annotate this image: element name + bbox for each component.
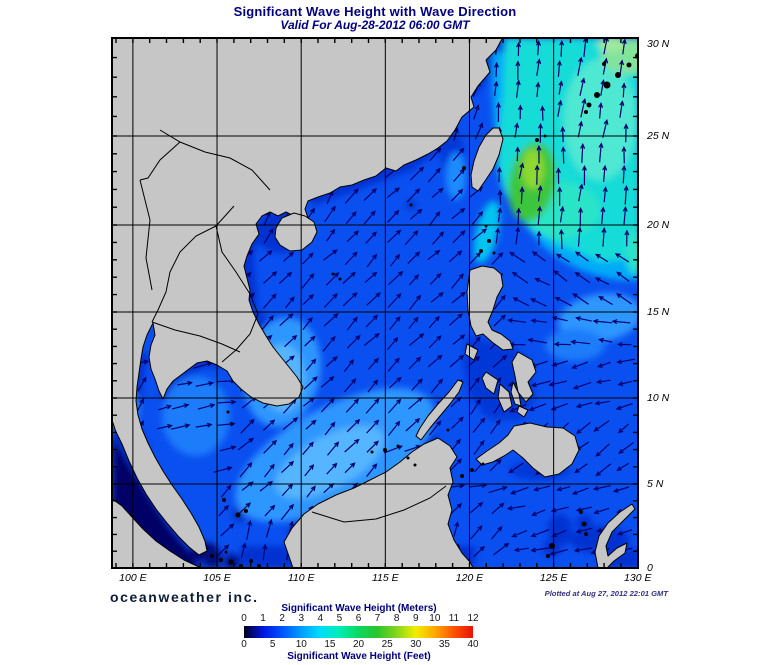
valid-time-subtitle: Valid For Aug-28-2012 06:00 GMT bbox=[280, 18, 470, 32]
land-mindoro bbox=[464, 343, 479, 361]
legend-meters-tick: 5 bbox=[336, 613, 343, 624]
oceanweather-logo-text: oceanweather inc. bbox=[110, 589, 259, 605]
legend-meters-tick: 3 bbox=[298, 613, 305, 624]
legend-meters-tick: 2 bbox=[279, 613, 285, 624]
land-bohol bbox=[516, 405, 529, 418]
land-cebu bbox=[510, 381, 522, 407]
legend-meters-tick: 10 bbox=[429, 613, 441, 624]
legend-feet-tick: 25 bbox=[381, 639, 393, 650]
wave-height-colorbar bbox=[244, 626, 473, 638]
legend-meters-title: Significant Wave Height (Meters) bbox=[281, 603, 437, 614]
land-asia-mainland bbox=[112, 38, 504, 556]
lon-axis-label: 125 E bbox=[539, 572, 568, 584]
legend-meters-tick: 6 bbox=[355, 613, 362, 624]
lat-axis-label: 15 N bbox=[647, 306, 670, 318]
lon-axis-label: 115 E bbox=[371, 572, 399, 584]
lon-axis-label: 110 E bbox=[287, 572, 315, 584]
lat-axis-label: 10 N bbox=[647, 392, 670, 404]
country-borders bbox=[139, 129, 447, 523]
small-islands bbox=[210, 53, 638, 568]
plotted-at-timestamp: Plotted at Aug 27, 2012 22:01 GMT bbox=[544, 589, 668, 598]
land-panay bbox=[481, 371, 499, 395]
land-borneo bbox=[283, 437, 474, 568]
legend-meters-tick: 12 bbox=[467, 613, 479, 624]
legend-feet-tick: 0 bbox=[241, 639, 247, 650]
legend-feet-tick: 40 bbox=[467, 639, 479, 650]
legend-meters-tick: 7 bbox=[374, 613, 381, 624]
legend-feet-tick: 35 bbox=[438, 639, 450, 650]
legend-meters-tick: 4 bbox=[317, 613, 324, 624]
degree-tick-marks bbox=[112, 38, 638, 568]
land-palawan bbox=[415, 379, 464, 441]
land-taiwan bbox=[470, 127, 504, 192]
axis-ticks bbox=[112, 38, 638, 568]
lon-axis-label: 100 E bbox=[119, 572, 147, 584]
lat-axis-label: 20 N bbox=[647, 219, 670, 231]
lon-axis-label: 105 E bbox=[203, 572, 231, 584]
legend-meters-tick: 9 bbox=[412, 613, 419, 624]
lon-axis-label: 120 E bbox=[455, 572, 484, 584]
legend-feet-tick: 20 bbox=[352, 639, 365, 650]
legend-meters-tick: 1 bbox=[260, 613, 266, 624]
legend-meters-tick: 11 bbox=[448, 613, 460, 624]
page-title: Significant Wave Height with Wave Direct… bbox=[233, 4, 517, 19]
lon-axis-label: 130 E bbox=[624, 572, 652, 584]
land-sulawesi bbox=[594, 503, 636, 568]
land-luzon bbox=[466, 265, 514, 351]
lat-axis-label: 30 N bbox=[647, 38, 670, 50]
legend-feet-tick: 30 bbox=[410, 639, 422, 650]
legend-feet-tick: 10 bbox=[295, 639, 307, 650]
land-sumatra bbox=[112, 498, 202, 568]
land-hainan bbox=[274, 212, 318, 252]
legend-feet-tick: 5 bbox=[269, 639, 276, 650]
graticule bbox=[112, 38, 638, 568]
legend-meters-tick: 0 bbox=[241, 613, 247, 624]
lat-axis-label: 25 N bbox=[647, 130, 670, 142]
lat-axis-label: 5 N bbox=[647, 478, 664, 490]
lat-axis-label: 0 bbox=[647, 562, 653, 574]
map-frame bbox=[111, 37, 639, 569]
legend-feet-title: Significant Wave Height (Feet) bbox=[287, 651, 431, 662]
legend-meters-tick: 8 bbox=[393, 613, 400, 624]
legend-feet-tick: 15 bbox=[324, 639, 336, 650]
